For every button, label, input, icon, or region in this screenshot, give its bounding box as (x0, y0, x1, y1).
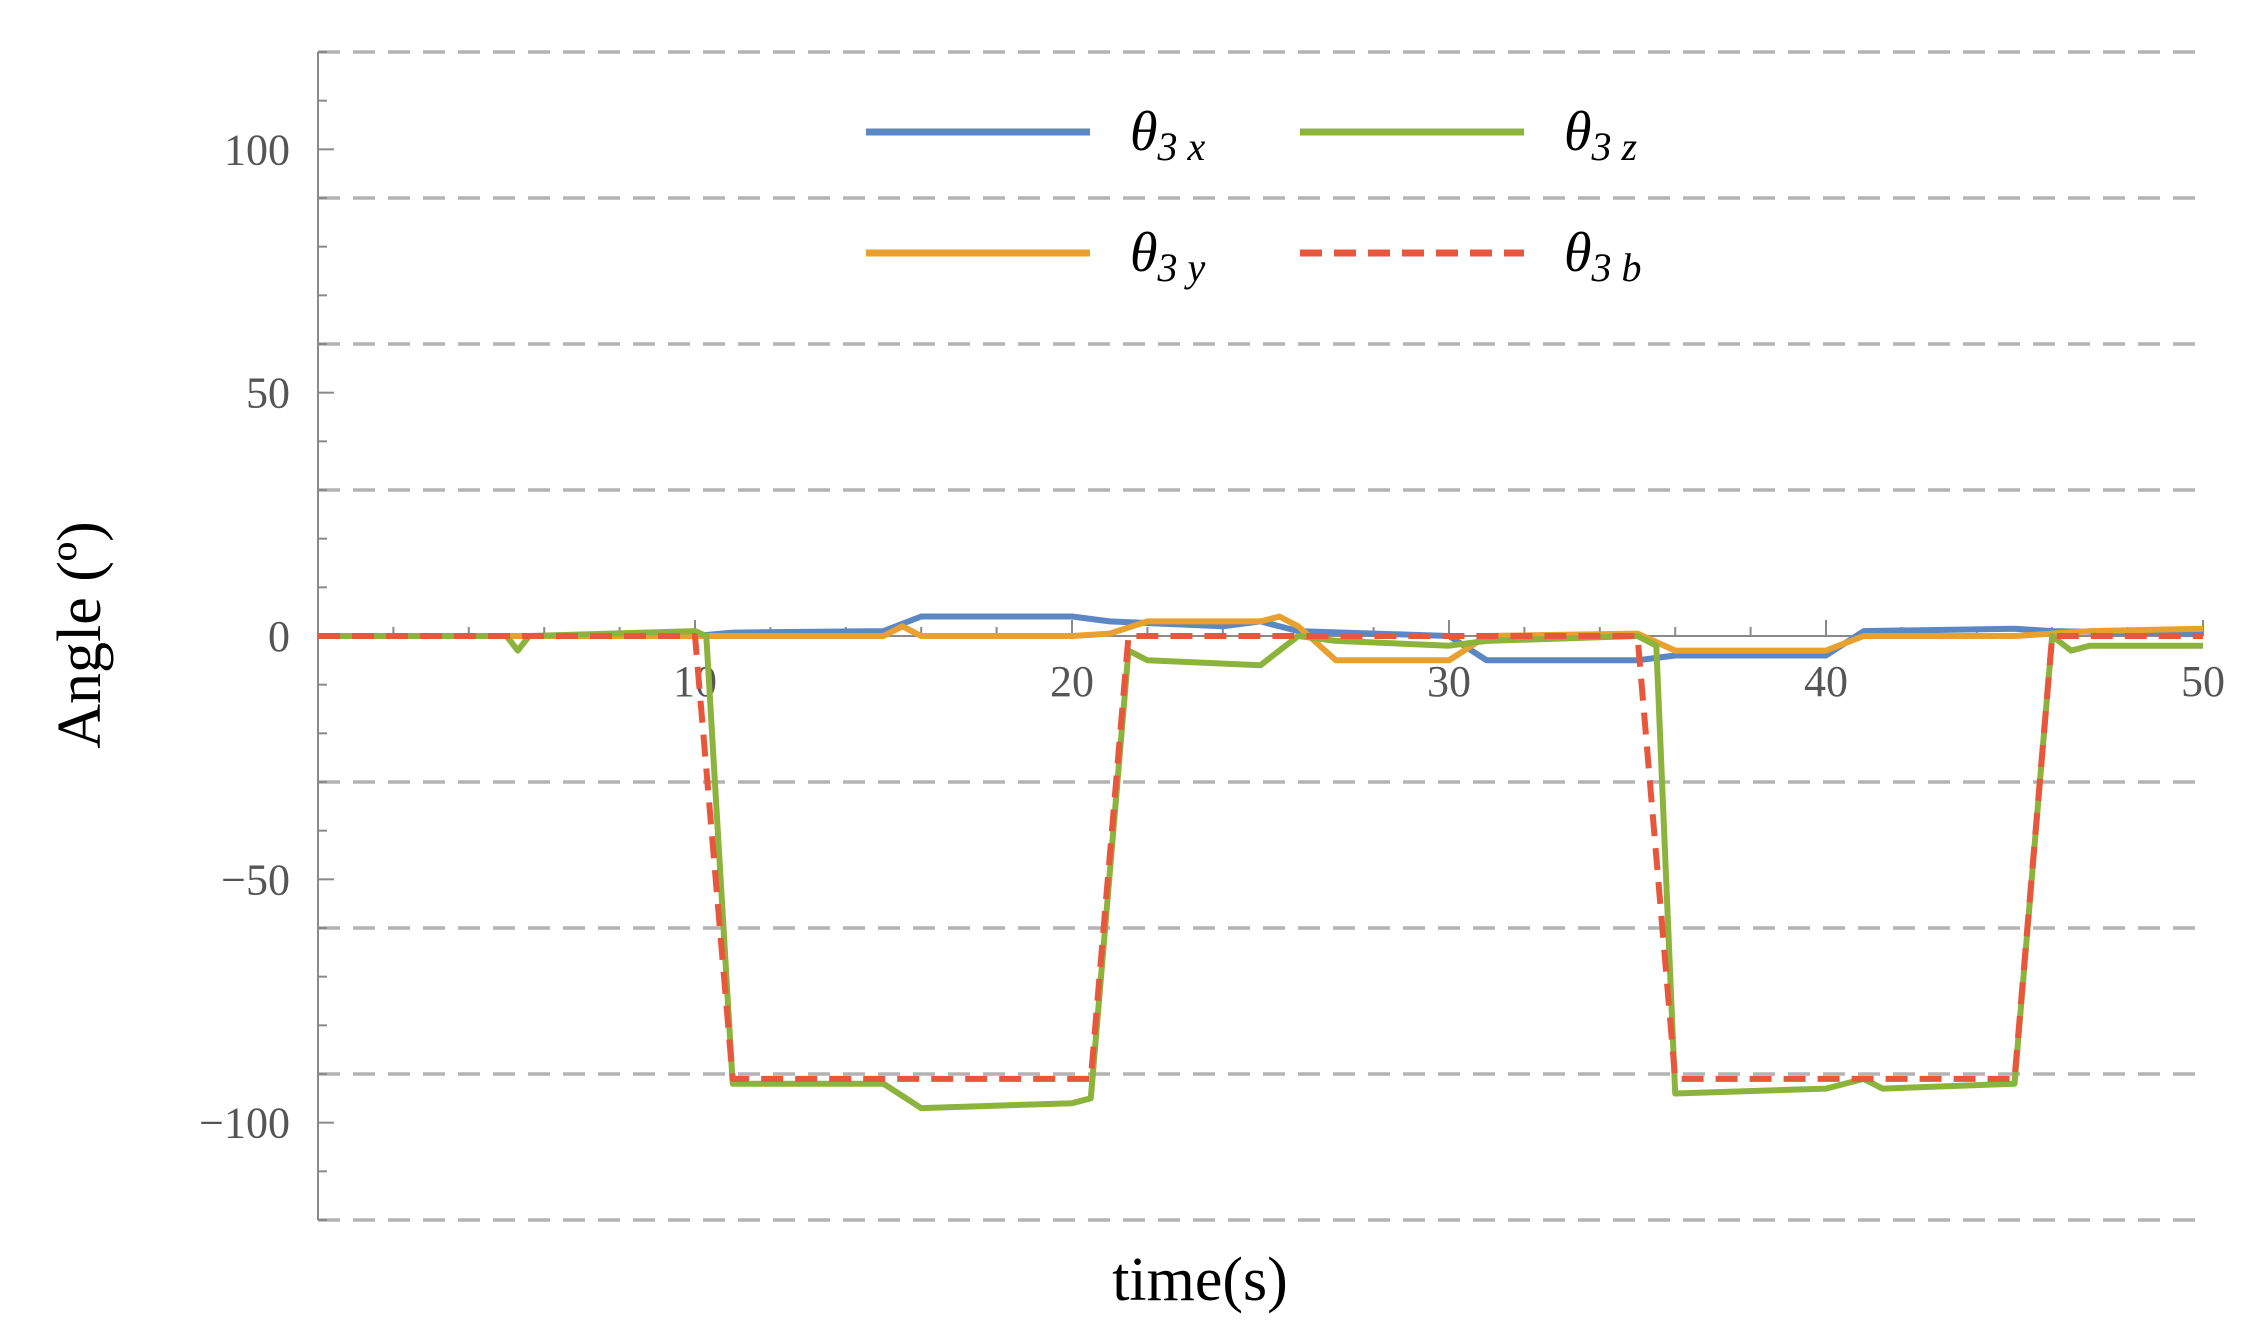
y-tick-label: 50 (246, 369, 290, 418)
series-line (318, 628, 2203, 1112)
y-tick-label: 100 (224, 125, 290, 174)
legend-item: θ3 x (866, 101, 1206, 169)
series-line (318, 633, 2203, 1082)
x-tick-label: 40 (1804, 657, 1848, 706)
legend-label: θ3 b (1564, 222, 1642, 290)
x-tick-label: 30 (1427, 657, 1471, 706)
x-tick-label: 20 (1050, 657, 1094, 706)
y-tick-label: −100 (199, 1099, 290, 1148)
legend-label: θ3 y (1130, 222, 1206, 290)
legend-item: θ3 z (1300, 101, 1638, 169)
legend-item: θ3 b (1300, 222, 1642, 290)
legend: θ3 x θ3 y θ3 z θ3 b (866, 101, 1642, 290)
x-tick-label: 50 (2181, 657, 2225, 706)
series-line (318, 613, 2204, 664)
y-tick-label: 0 (268, 612, 290, 661)
series-line (318, 613, 2204, 664)
legend-label: θ3 z (1564, 101, 1638, 169)
legend-item: θ3 y (866, 222, 1206, 290)
x-axis-title: time(s) (1112, 1246, 1288, 1314)
y-axis-title: Angle (º) (46, 521, 114, 749)
series-lines (318, 613, 2204, 1112)
y-tick-label: −50 (221, 855, 290, 904)
legend-label: θ3 x (1130, 101, 1206, 169)
